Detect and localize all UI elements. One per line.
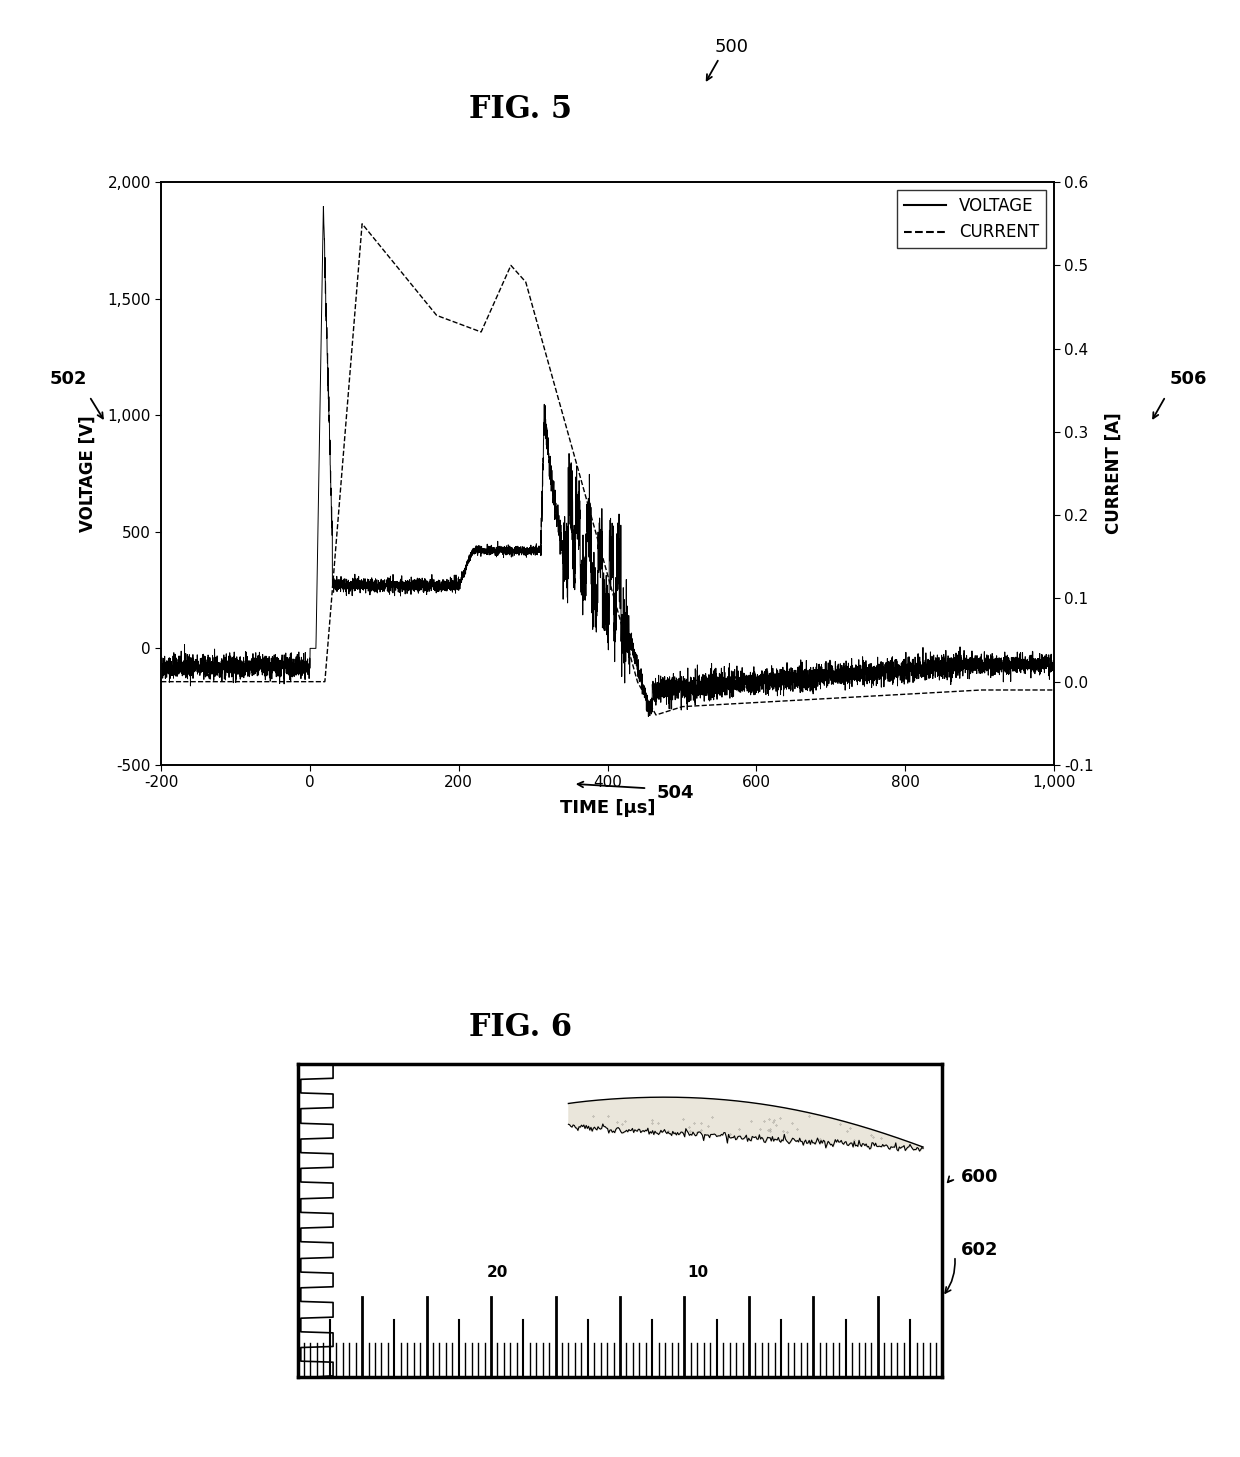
- Y-axis label: CURRENT [A]: CURRENT [A]: [1105, 412, 1123, 535]
- VOLTAGE: [722, 659, 737, 676]
- VOLTAGE: [198, 659, 213, 676]
- Text: 506: 506: [1169, 370, 1207, 388]
- VOLTAGE: [1047, 656, 1061, 673]
- Y-axis label: VOLTAGE [V]: VOLTAGE [V]: [78, 415, 97, 532]
- VOLTAGE: [682, 679, 697, 696]
- VOLTAGE: [863, 660, 878, 678]
- Text: 10: 10: [687, 1265, 708, 1281]
- Text: 20: 20: [487, 1265, 508, 1281]
- Legend: VOLTAGE, CURRENT: VOLTAGE, CURRENT: [898, 191, 1045, 248]
- Line: CURRENT: CURRENT: [161, 224, 1054, 715]
- CURRENT: [477, 316, 492, 334]
- VOLTAGE: [477, 542, 492, 559]
- VOLTAGE: [316, 198, 331, 216]
- Text: 504: 504: [657, 784, 694, 801]
- X-axis label: TIME [μs]: TIME [μs]: [559, 798, 656, 817]
- CURRENT: [355, 216, 370, 233]
- Text: 600: 600: [961, 1169, 998, 1186]
- Text: 502: 502: [50, 370, 87, 388]
- VOLTAGE: [154, 656, 169, 673]
- CURRENT: [816, 691, 831, 708]
- Text: FIG. 6: FIG. 6: [469, 1011, 573, 1043]
- Text: FIG. 5: FIG. 5: [469, 93, 573, 125]
- CURRENT: [722, 695, 737, 712]
- VOLTAGE: [641, 708, 656, 726]
- CURRENT: [154, 673, 169, 691]
- CURRENT: [863, 688, 878, 705]
- CURRENT: [682, 698, 697, 715]
- Line: VOLTAGE: VOLTAGE: [161, 207, 1054, 717]
- CURRENT: [649, 707, 663, 724]
- CURRENT: [1047, 682, 1061, 699]
- CURRENT: [198, 673, 213, 691]
- VOLTAGE: [816, 664, 831, 682]
- Text: 602: 602: [961, 1241, 998, 1259]
- Text: 500: 500: [714, 38, 749, 55]
